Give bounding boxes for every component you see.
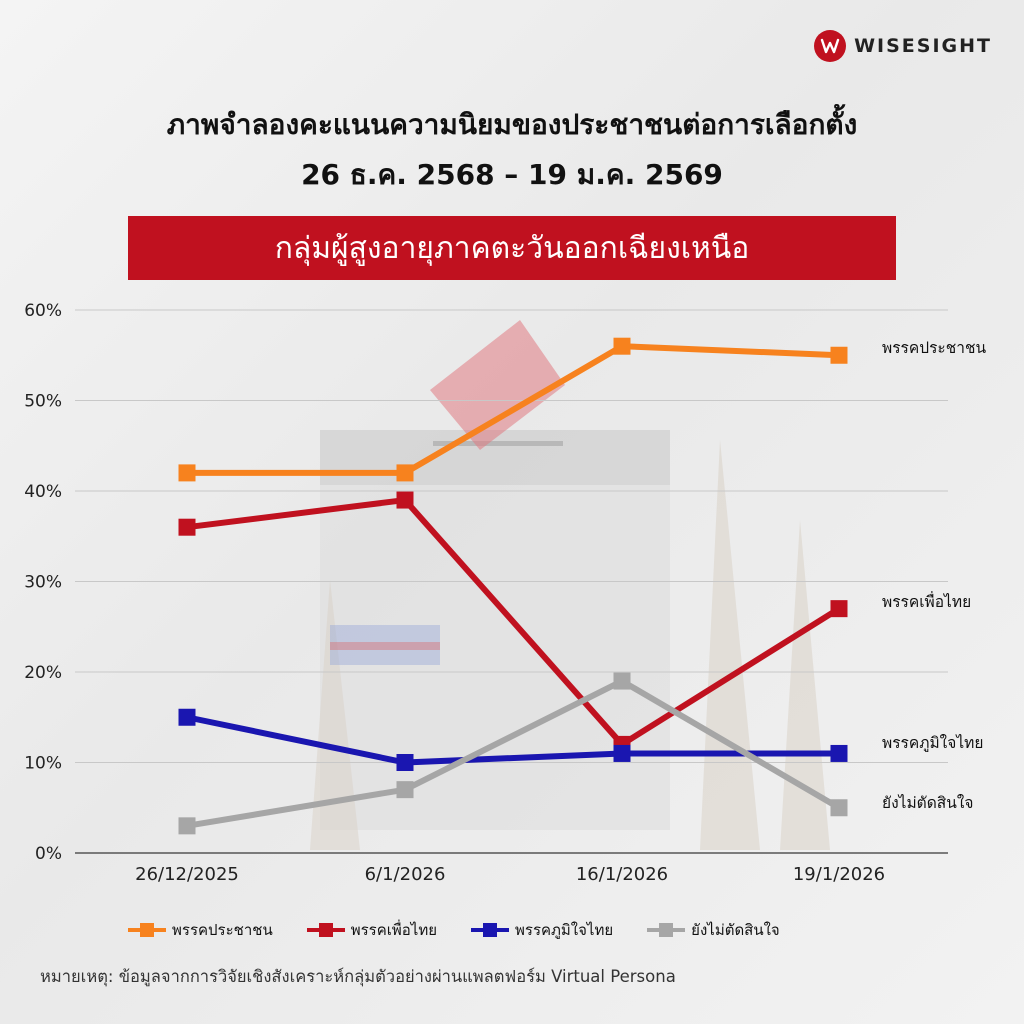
y-tick-label: 30% (24, 573, 62, 593)
series-end-labels: พรรคประชาชนพรรคเพื่อไทยพรรคภูมิใจไทยยังไ… (882, 339, 986, 812)
legend-label: ยังไม่ตัดสินใจ (691, 921, 780, 939)
legend-item: ยังไม่ตัดสินใจ (647, 918, 780, 942)
y-tick-label: 60% (24, 301, 62, 321)
segment-banner: กลุ่มผู้สูงอายุภาคตะวันออกเฉียงเหนือ (128, 216, 896, 280)
ballot-box-illustration (310, 320, 830, 850)
wisesight-logo-icon (814, 30, 847, 62)
legend-swatch-icon (647, 923, 686, 937)
data-point (396, 754, 414, 771)
chart-series (178, 337, 848, 835)
legend-swatch-icon (128, 923, 166, 937)
y-tick-label: 0% (35, 844, 62, 864)
brand-logo: WISESIGHT (814, 30, 992, 62)
series-1 (178, 337, 848, 482)
y-tick-label: 40% (24, 482, 62, 502)
page-title: ภาพจำลองคะแนนความนิยมของประชาชนต่อการเลื… (0, 100, 1024, 200)
series-line (186, 678, 841, 829)
data-point (830, 600, 848, 618)
data-point (178, 518, 196, 536)
data-point (830, 346, 848, 364)
logo-text: WISESIGHT (854, 35, 992, 57)
footnote: หมายเหตุ: ข้อมูลจากการวิจัยเชิงสังเคราะห… (40, 967, 676, 986)
x-axis-ticks: 26/12/2025 6/1/2026 16/1/2026 19/1/2026 (135, 864, 885, 885)
data-point (613, 744, 631, 762)
x-tick-label: 16/1/2026 (576, 864, 668, 885)
legend-item: พรรคประชาชน (128, 918, 273, 942)
series-line (186, 714, 839, 766)
y-tick-label: 20% (24, 663, 62, 683)
series-end-label: พรรคภูมิใจไทย (882, 734, 983, 753)
data-point (396, 464, 414, 482)
y-tick-label: 50% (24, 392, 62, 412)
chart-legend: พรรคประชาชน พรรคเพื่อไทย พรรคภูมิใจไทย ยังไ… (128, 918, 780, 942)
legend-swatch-icon (306, 923, 345, 937)
y-axis-ticks: 0% 10% 20% 30% 40% 50% 60% (24, 301, 62, 864)
legend-item: พรรคเพื่อไทย (306, 918, 437, 942)
data-point (178, 708, 196, 726)
data-point (613, 672, 631, 690)
series-4 (178, 672, 848, 835)
title-line-1: ภาพจำลองคะแนนความนิยมของประชาชนต่อการเลื… (166, 108, 858, 141)
series-3 (178, 708, 848, 771)
x-tick-label: 6/1/2026 (365, 864, 446, 885)
y-tick-label: 10% (24, 754, 62, 774)
title-line-2: 26 ธ.ค. 2568 – 19 ม.ค. 2569 (301, 158, 723, 191)
chart-grid (75, 309, 948, 854)
x-tick-label: 19/1/2026 (793, 864, 885, 885)
data-point (178, 817, 196, 835)
line-chart: 0% 10% 20% 30% 40% 50% 60% 26/12/2025 6/1/2026 1… (24, 301, 986, 885)
legend-label: พรรคภูมิใจไทย (515, 921, 614, 939)
series-line (186, 497, 841, 748)
legend-swatch-icon (471, 923, 509, 937)
x-tick-label: 26/12/2025 (135, 864, 239, 885)
data-point (613, 337, 631, 355)
data-point (396, 781, 414, 799)
legend-item: พรรคภูมิใจไทย (471, 918, 613, 942)
series-end-label: พรรคเพื่อไทย (882, 591, 971, 611)
data-point (830, 744, 848, 762)
series-end-label: ยังไม่ตัดสินใจ (882, 794, 974, 812)
data-point (830, 799, 848, 817)
legend-label: พรรคเพื่อไทย (350, 921, 437, 939)
series-line (187, 343, 840, 476)
data-point (396, 491, 414, 509)
series-end-label: พรรคประชาชน (882, 339, 986, 357)
legend-label: พรรคประชาชน (172, 921, 273, 939)
data-point (178, 464, 196, 482)
